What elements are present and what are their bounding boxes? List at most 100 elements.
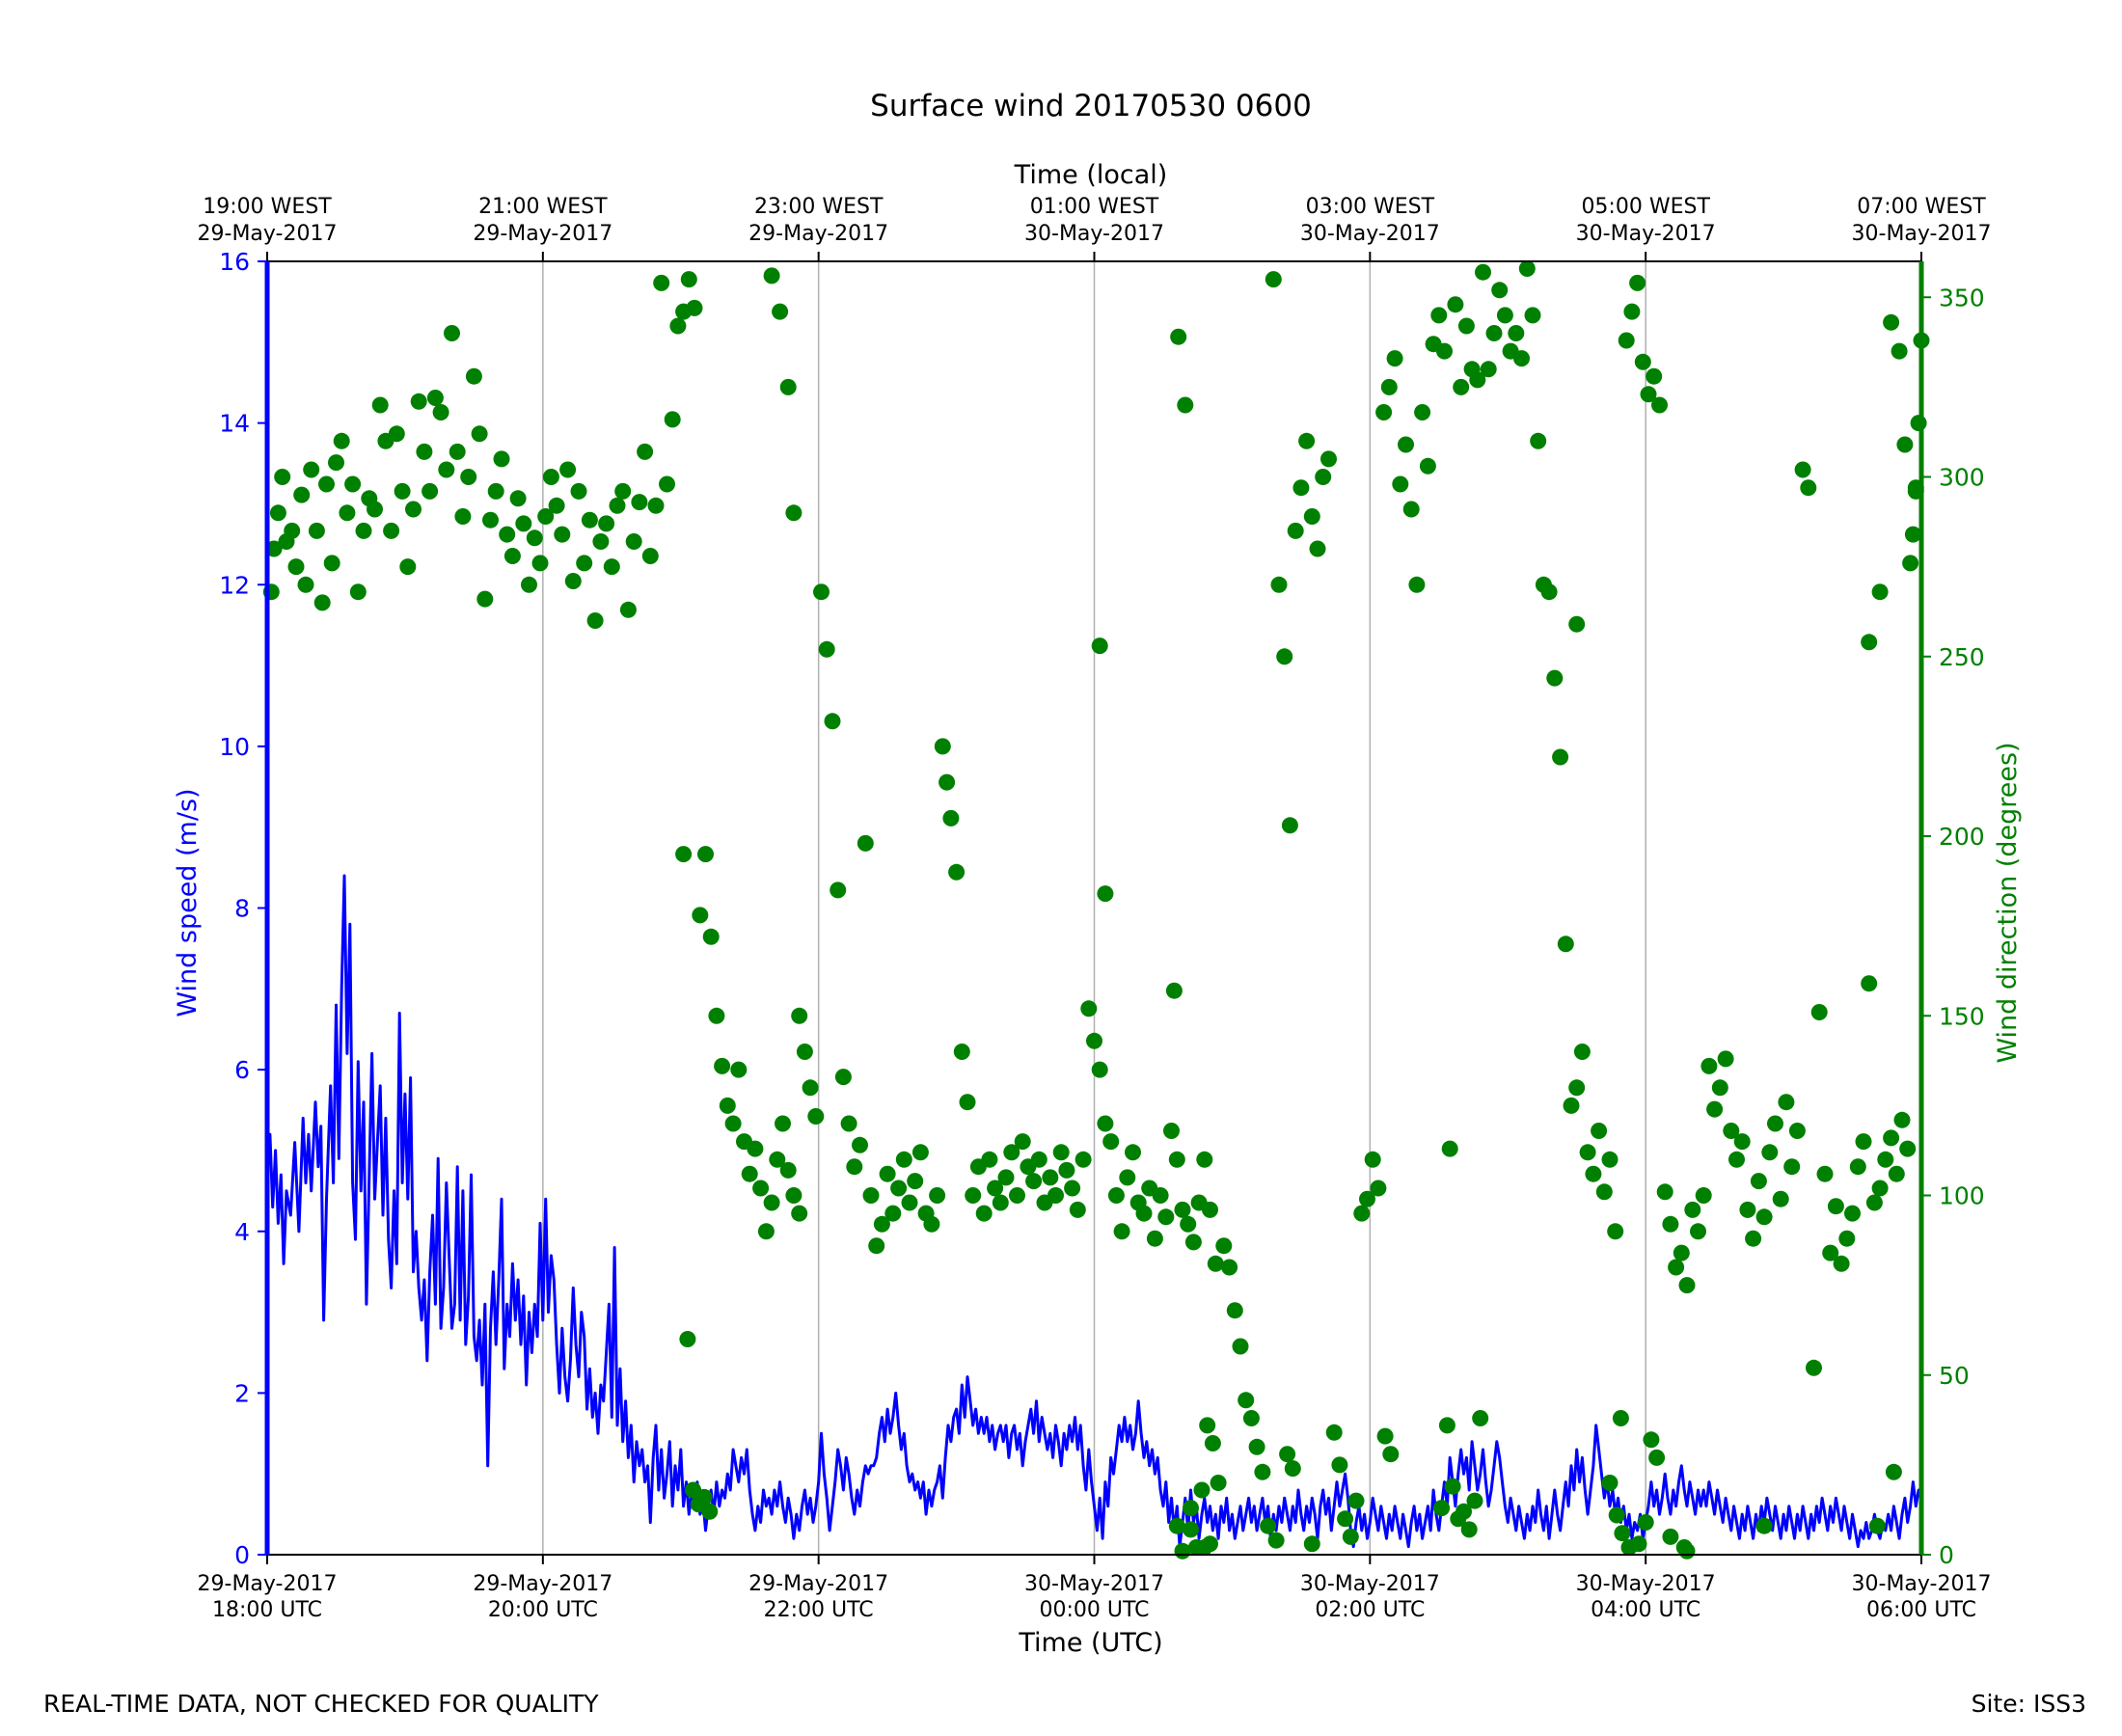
wind-direction-point [1904, 526, 1921, 543]
x2-tick-time: 05:00 WEST [1581, 195, 1710, 219]
wind-direction-point [1601, 1475, 1619, 1491]
wind-direction-point [631, 494, 648, 511]
wind-direction-point [1184, 1234, 1202, 1251]
wind-direction-point [1893, 1111, 1911, 1128]
wind-direction-point [1607, 1223, 1624, 1240]
wind-direction-point [641, 548, 659, 564]
x2-tick-time: 23:00 WEST [754, 195, 884, 219]
wind-direction-point [344, 475, 362, 493]
wind-direction-point [1739, 1201, 1756, 1218]
wind-direction-point [1097, 1115, 1114, 1132]
x-tick-time: 22:00 UTC [764, 1598, 874, 1622]
wind-direction-point [1546, 669, 1564, 687]
wind-direction-point [890, 1180, 908, 1197]
x-tick-date: 30-May-2017 [1300, 1572, 1440, 1596]
wind-direction-point [879, 1165, 896, 1182]
wind-direction-point [679, 1331, 696, 1347]
wind-direction-point [388, 425, 405, 443]
wind-direction-point [564, 573, 582, 589]
wind-direction-point [265, 540, 283, 557]
wind-direction-point [454, 508, 472, 525]
x-tick-date: 29-May-2017 [748, 1572, 888, 1596]
wind-direction-point [1634, 353, 1651, 370]
wind-direction-point [531, 555, 549, 572]
wind-direction-point [1163, 1123, 1180, 1139]
wind-direction-point [1460, 1521, 1478, 1538]
wind-direction-point [1822, 1244, 1839, 1261]
wind-direction-point [1778, 1094, 1795, 1111]
wind-direction-point [796, 1044, 813, 1060]
wind-direction-point [1629, 274, 1646, 291]
wind-direction-point [570, 482, 587, 500]
wind-direction-point [1202, 1535, 1218, 1553]
wind-direction-point [730, 1061, 748, 1078]
wind-direction-point [1047, 1187, 1064, 1204]
wind-direction-point [1518, 260, 1536, 277]
wind-direction-point [981, 1151, 998, 1168]
wind-direction-point [1119, 1169, 1136, 1186]
wind-direction-point [1370, 1180, 1387, 1197]
wind-direction-point [1196, 1151, 1213, 1168]
wind-direction-point [1320, 450, 1337, 468]
wind-direction-point [1568, 1079, 1586, 1097]
wind-direction-point [1794, 461, 1811, 478]
wind-direction-point [1800, 479, 1817, 497]
wind-direction-point [1353, 1205, 1371, 1222]
y2-axis-label: Wind direction (degrees) [1993, 742, 2023, 1063]
wind-direction-point [349, 583, 367, 601]
wind-direction-point [763, 267, 780, 285]
wind-direction-point [460, 469, 477, 485]
wind-direction-point [1646, 367, 1663, 385]
wind-direction-point [1146, 1230, 1163, 1247]
wind-direction-point [1207, 1255, 1224, 1272]
wind-direction-point [297, 576, 314, 593]
wind-direction-point [1573, 1044, 1591, 1060]
wind-direction-point [1303, 1535, 1320, 1553]
x2-tick-date: 30-May-2017 [1852, 222, 1992, 246]
wind-direction-point [1419, 457, 1436, 475]
wind-direction-point [405, 501, 422, 518]
wind-direction-point [1177, 396, 1194, 414]
wind-direction-point [1042, 1169, 1059, 1186]
wind-direction-point [521, 576, 537, 593]
wind-direction-point [1292, 479, 1310, 497]
wind-direction-point [1885, 1463, 1902, 1480]
wind-direction-point [852, 1136, 868, 1153]
wind-direction-point [1466, 1492, 1483, 1509]
wind-direction-point [367, 501, 383, 518]
wind-direction-point [1568, 615, 1586, 633]
x2-tick-date: 29-May-2017 [198, 222, 338, 246]
wind-direction-point [515, 515, 532, 532]
wind-direction-point [269, 504, 286, 522]
wind-direction-point [1303, 508, 1320, 525]
wind-direction-point [323, 555, 340, 572]
wind-direction-point [1135, 1205, 1153, 1222]
wind-direction-point [834, 1069, 852, 1086]
wind-direction-point [1430, 307, 1448, 324]
wind-direction-point [313, 594, 331, 611]
wind-direction-point [1270, 576, 1288, 593]
quality-note: REAL-TIME DATA, NOT CHECKED FOR QUALITY [43, 1690, 599, 1718]
wind-direction-point [1700, 1057, 1718, 1074]
wind-direction-point [1168, 1517, 1185, 1534]
wind-direction-point [328, 454, 344, 472]
wind-direction-point [1402, 501, 1420, 518]
wind-direction-point [625, 533, 642, 550]
wind-direction-point [802, 1079, 819, 1097]
wind-direction-point [1438, 1417, 1455, 1434]
wind-direction-point [1069, 1201, 1086, 1218]
wind-direction-point [603, 558, 620, 576]
wind-direction-point [1643, 1431, 1660, 1449]
wind-direction-point [1883, 1129, 1900, 1147]
wind-direction-point [542, 469, 559, 485]
x2-tick-time: 21:00 WEST [478, 195, 608, 219]
wind-direction-point [1711, 1079, 1728, 1097]
wind-direction-point [1325, 1424, 1343, 1441]
wind-direction-point [1806, 1359, 1822, 1376]
wind-direction-point [1392, 475, 1409, 493]
wind-direction-point [1591, 1123, 1608, 1139]
wind-direction-point [1414, 404, 1431, 420]
y2-tick-label: 250 [1939, 643, 1985, 671]
wind-direction-point [1441, 1140, 1458, 1157]
wind-direction-point [287, 558, 305, 576]
